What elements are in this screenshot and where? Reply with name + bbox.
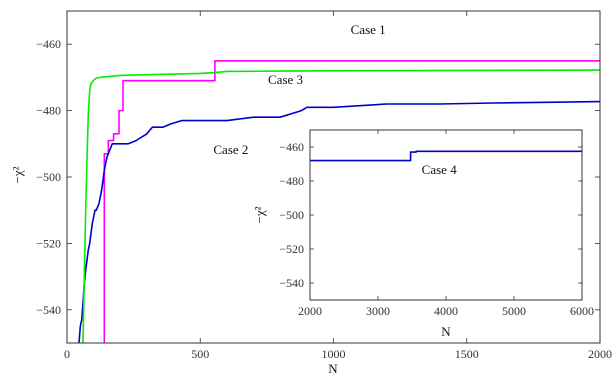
- main-series-case-2: [78, 100, 600, 343]
- main-annotation-case-3: Case 3: [268, 72, 303, 87]
- main-series-group: [78, 59, 600, 343]
- inset-y-tick-label: −460: [279, 140, 304, 154]
- inset-background: [310, 130, 582, 300]
- inset-y-tick-label: −520: [279, 242, 304, 256]
- inset-series-case-4: [310, 150, 582, 162]
- inset-y-tick-label: −480: [279, 174, 304, 188]
- main-y-tick-label: −500: [36, 170, 61, 184]
- main-y-tick-label: −540: [36, 303, 61, 317]
- inset-series-group: [310, 150, 582, 162]
- main-x-tick-label: 500: [191, 347, 209, 361]
- main-annotation-case-2: Case 2: [213, 142, 248, 157]
- inset-y-tick-label: −500: [279, 208, 304, 222]
- inset-y-axis-label: −χ²: [252, 206, 267, 223]
- main-x-axis-label: N: [328, 361, 338, 376]
- inset-x-tick-label: 6000: [570, 304, 594, 318]
- main-series-case-3: [82, 69, 600, 343]
- main-y-axis-label: −χ²: [10, 166, 25, 183]
- inset-annotation-case-4: Case 4: [422, 162, 458, 177]
- inset-x-tick-label: 5000: [502, 304, 526, 318]
- main-annotation-case-1: Case 1: [351, 22, 386, 37]
- main-y-tick-label: −480: [36, 104, 61, 118]
- main-y-tick-label: −520: [36, 236, 61, 250]
- inset-x-tick-label: 3000: [366, 304, 390, 318]
- main-x-tick-label: 2000: [588, 347, 612, 361]
- inset-x-tick-label: 2000: [298, 304, 322, 318]
- inset-x-tick-label: 4000: [434, 304, 458, 318]
- main-y-tick-label: −460: [36, 37, 61, 51]
- main-x-tick-label: 0: [64, 347, 70, 361]
- main-chart: 0 500 1000 1500 2000 −540 −520 −500 −480 −460 N −χ²…: [10, 10, 612, 376]
- inset-x-axis-label: N: [441, 324, 451, 339]
- main-x-tick-label: 1500: [455, 347, 479, 361]
- main-x-tick-label: 1000: [322, 347, 346, 361]
- inset-y-tick-label: −540: [279, 276, 304, 290]
- inset-chart: 2000 3000 4000 5000 6000 −540 −520 −500 −480 −460…: [252, 129, 594, 339]
